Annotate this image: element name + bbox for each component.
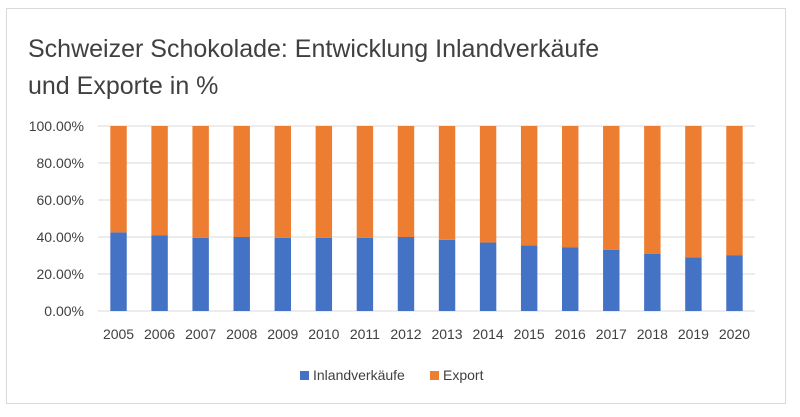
chart-title-line-2: und Exporte in %	[28, 72, 219, 100]
bar-export-2014	[479, 126, 497, 243]
bar-export-2018	[644, 126, 661, 254]
y-tick-label: 40.00%	[37, 229, 84, 245]
bar-export-2012	[397, 126, 415, 237]
x-tick-label: 2015	[514, 326, 545, 342]
x-axis-ticks: 2005 2006 2007 2008 2009 2010 2011 2012 2013 2014…	[103, 326, 750, 342]
x-tick-label: 2014	[473, 326, 504, 342]
y-tick-label: 60.00%	[37, 192, 84, 208]
bar-export-2016	[562, 126, 579, 248]
x-tick-label: 2017	[596, 326, 627, 342]
bar-export-2019	[685, 126, 702, 258]
bar-inlandverk-ufe-2020	[726, 255, 743, 311]
bar-export-2017	[603, 126, 620, 250]
y-axis-ticks: 0.00% 20.00% 40.00% 60.00% 80.00% 100.00%	[29, 118, 84, 319]
bar-inlandverk-ufe-2012	[397, 237, 415, 311]
bar-inlandverk-ufe-2016	[562, 247, 579, 311]
bars	[110, 126, 743, 311]
bar-export-2006	[151, 126, 168, 236]
x-tick-label: 2012	[390, 326, 421, 342]
bar-inlandverk-ufe-2007	[192, 237, 209, 311]
x-tick-label: 2013	[431, 326, 462, 342]
legend: Inlandverkäufe Export	[300, 367, 484, 383]
x-tick-label: 2007	[185, 326, 216, 342]
chart-title: Schweizer Schokolade: Entwicklung Inland…	[28, 31, 668, 105]
bar-inlandverk-ufe-2015	[520, 245, 538, 311]
bar-inlandverk-ufe-2009	[274, 237, 291, 311]
chart-title-line-1: Schweizer Schokolade: Entwicklung Inland…	[28, 35, 600, 63]
bar-export-2013	[438, 126, 456, 240]
y-tick-label: 80.00%	[37, 155, 84, 171]
bar-inlandverk-ufe-2017	[603, 249, 620, 311]
y-tick-label: 20.00%	[37, 266, 84, 282]
x-tick-label: 2010	[308, 326, 339, 342]
x-tick-label: 2006	[144, 326, 175, 342]
bar-export-2005	[110, 126, 127, 233]
bar-inlandverk-ufe-2008	[233, 237, 250, 311]
y-tick-label: 100.00%	[29, 118, 84, 134]
bar-inlandverk-ufe-2018	[644, 253, 661, 311]
x-tick-label: 2019	[678, 326, 709, 342]
legend-label: Inlandverkäufe	[313, 367, 405, 383]
legend-label: Export	[443, 367, 484, 383]
bar-inlandverk-ufe-2014	[479, 242, 497, 311]
bar-inlandverk-ufe-2019	[685, 257, 702, 311]
x-tick-label: 2018	[637, 326, 668, 342]
bar-export-2015	[520, 126, 538, 246]
x-tick-label: 2016	[555, 326, 586, 342]
legend-swatch	[300, 371, 309, 380]
y-tick-label: 0.00%	[44, 303, 84, 319]
bar-export-2009	[274, 126, 291, 238]
bar-inlandverk-ufe-2006	[151, 235, 168, 311]
legend-swatch	[430, 371, 439, 380]
bar-export-2011	[356, 126, 374, 238]
bar-export-2020	[726, 126, 743, 256]
bar-export-2008	[233, 126, 250, 237]
bar-export-2010	[315, 126, 333, 238]
bar-export-2007	[192, 126, 209, 238]
bar-inlandverk-ufe-2010	[315, 237, 333, 311]
bar-inlandverk-ufe-2013	[438, 239, 456, 311]
x-tick-label: 2008	[226, 326, 257, 342]
bar-inlandverk-ufe-2011	[356, 237, 374, 311]
x-tick-label: 2020	[719, 326, 750, 342]
x-tick-label: 2005	[103, 326, 134, 342]
x-tick-label: 2011	[350, 326, 380, 342]
x-tick-label: 2009	[267, 326, 298, 342]
bar-inlandverk-ufe-2005	[110, 232, 127, 311]
